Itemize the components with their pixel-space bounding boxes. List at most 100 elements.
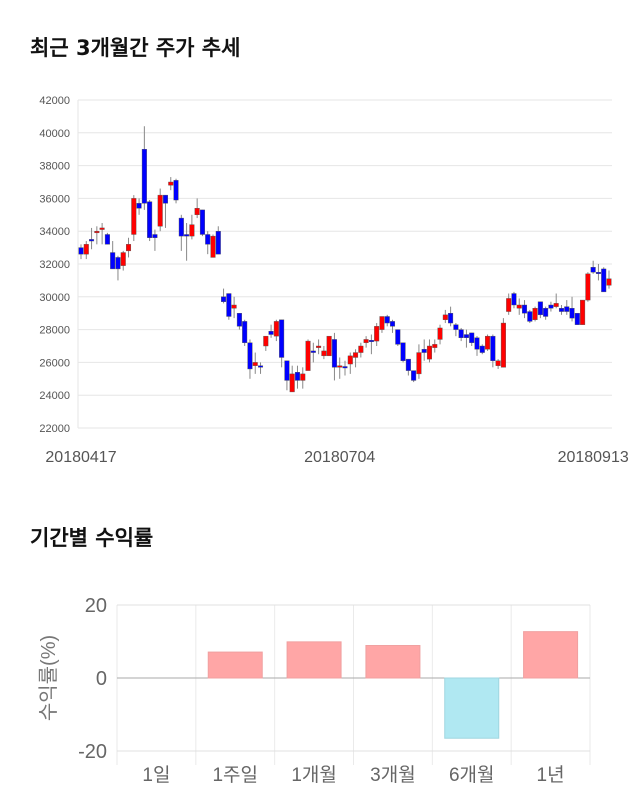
candle-body [184, 234, 190, 237]
x-tick-label: 1년 [537, 764, 565, 786]
candle-body [601, 268, 607, 293]
candle-body [390, 321, 396, 327]
bar [286, 641, 342, 679]
candle-body [231, 304, 237, 309]
x-tick-label: 1일 [142, 764, 170, 786]
candle-body [331, 339, 337, 368]
candle-body [99, 227, 105, 230]
candle-body [157, 194, 163, 227]
candle-body [490, 335, 496, 361]
candle-body [300, 373, 306, 381]
candle-body [474, 337, 480, 350]
candle-body [463, 334, 469, 338]
candle-body [527, 311, 533, 322]
candle-body [279, 319, 285, 358]
candle-body [479, 345, 485, 353]
candle-body [569, 308, 575, 319]
candle-body [321, 350, 327, 357]
candle-body [437, 327, 443, 340]
candle-body [173, 180, 179, 201]
candle-body [284, 360, 290, 381]
candle-body [242, 321, 248, 343]
candle-body [162, 194, 168, 204]
candle-body [421, 349, 427, 353]
candle-body [294, 372, 300, 381]
return-chart-title: 기간별 수익률 [30, 526, 154, 550]
candle-body [580, 299, 586, 325]
candle-body [411, 370, 417, 381]
x-tick-label: 1주일 [212, 764, 258, 786]
x-tick-label: 3개월 [370, 764, 416, 786]
candle-body [379, 316, 385, 330]
y-tick-label: 34000 [39, 226, 70, 238]
candle-body [115, 257, 121, 270]
y-tick-label: 0 [96, 668, 107, 690]
candle-body [83, 244, 89, 255]
candle-body [400, 342, 406, 361]
candle-body [363, 339, 369, 343]
candle-body [126, 244, 132, 252]
candle-body [258, 365, 264, 368]
candle-body [495, 360, 501, 366]
y-tick-label: 38000 [39, 161, 70, 173]
candle-body [590, 267, 596, 273]
candle-body [178, 217, 184, 237]
candle-body [358, 345, 364, 353]
candle-body [104, 234, 110, 245]
candle-body [252, 362, 258, 366]
candle-body [553, 303, 559, 307]
y-tick-label: 26000 [39, 357, 70, 369]
candle-body [574, 313, 580, 325]
candle-body [537, 301, 543, 316]
candlestick-chart: 22000 24000 26000 28000 30000 32000 34000 36000… [39, 95, 628, 466]
y-tick-label: 32000 [39, 259, 70, 271]
candle-body [236, 313, 242, 327]
candle-body [120, 252, 126, 266]
candle-body [78, 247, 84, 255]
candle-body [189, 224, 195, 237]
candle-body [395, 329, 401, 345]
candle-body [289, 373, 295, 393]
x-tick-label: 6개월 [449, 764, 495, 786]
candle-body [147, 201, 153, 238]
candle-body [215, 230, 221, 255]
candle-body [131, 198, 137, 235]
candle-body [342, 366, 348, 369]
y-tick-label: 36000 [39, 193, 70, 205]
candle-body [595, 272, 601, 274]
candle-body [337, 365, 343, 368]
candle-body [453, 324, 459, 330]
candle-body [136, 203, 142, 209]
y-tick-label: 20 [85, 595, 107, 617]
candle-body [405, 358, 411, 371]
bar [444, 677, 500, 739]
candle-body [543, 308, 549, 317]
candle-body [506, 298, 512, 312]
candle-body [310, 350, 316, 353]
candle-body [273, 321, 279, 337]
candle-body [347, 355, 353, 365]
y-tick-label: 22000 [39, 423, 70, 435]
y-tick-label: 42000 [39, 95, 70, 107]
candle-body [247, 342, 253, 370]
candle-body [210, 235, 216, 258]
candle-body [152, 234, 158, 238]
candle-body [548, 304, 554, 309]
bar [523, 631, 579, 679]
candle-body [458, 329, 464, 339]
candle-body [199, 209, 205, 235]
candle-body [268, 331, 274, 335]
x-tick-label: 20180704 [304, 449, 375, 466]
candle-body [511, 293, 517, 306]
candle-body [263, 335, 269, 347]
candle-body [326, 335, 332, 357]
candle-body [384, 316, 390, 324]
candle-body [316, 345, 322, 348]
candle-body [194, 208, 200, 216]
candle-body [426, 345, 432, 360]
candle-body [606, 278, 612, 286]
candle-body [353, 352, 359, 358]
candle-body [558, 308, 564, 312]
candle-body [168, 181, 174, 186]
candle-body [374, 326, 380, 342]
